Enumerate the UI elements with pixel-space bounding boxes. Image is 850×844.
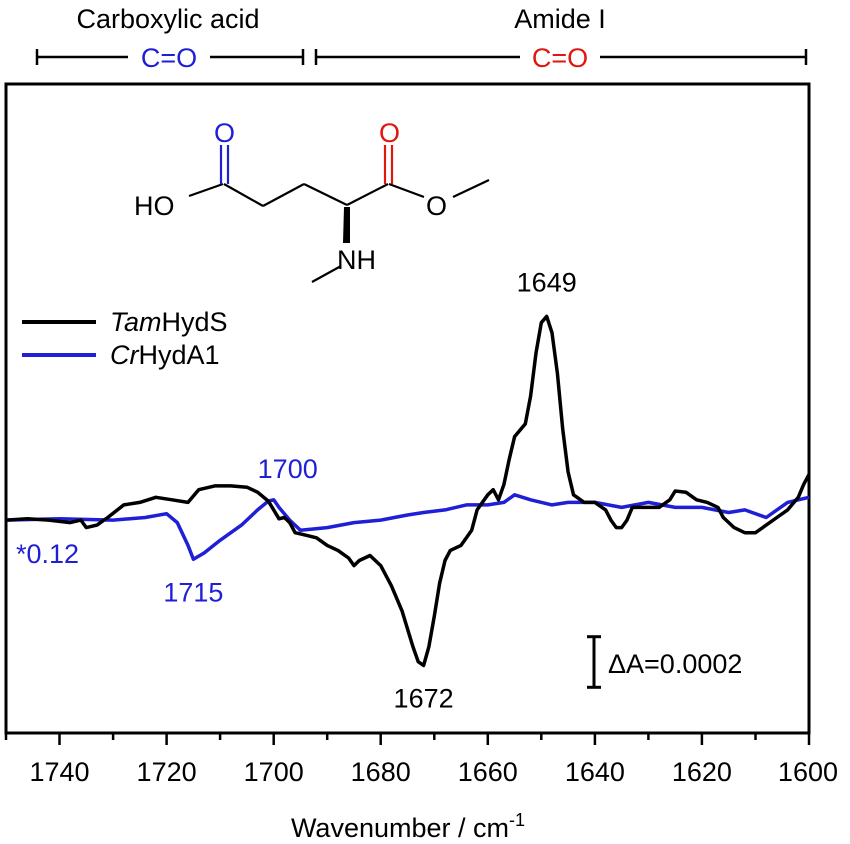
molecule-ester-carbonyl-o-label: O <box>379 118 400 148</box>
x-tick-label-1720: 1720 <box>137 757 197 787</box>
legend-label-crhyda1: CrHydA1 <box>110 340 220 370</box>
peak-label-1672: 1672 <box>394 684 454 714</box>
scale-bar-label: ΔA=0.0002 <box>608 649 742 679</box>
series-layer <box>5 314 811 668</box>
region-amide-i-group: C=O <box>532 43 588 73</box>
x-tick-label-1600: 1600 <box>778 757 838 787</box>
region-amide-i-title: Amide I <box>514 4 606 34</box>
x-axis: 1740 1720 1700 1680 1660 1640 1620 1600 <box>4 733 838 787</box>
bond-nh-me <box>311 265 342 283</box>
bond-c3-c4 <box>303 183 348 206</box>
legend-label-tamhyds-rest: HydS <box>162 307 228 337</box>
peak-label-1649: 1649 <box>517 267 577 297</box>
region-carboxylic-acid: Carboxylic acid C=O <box>35 4 305 73</box>
legend-label-tamhyds-italic: Tam <box>110 307 162 337</box>
peak-label-1700: 1700 <box>258 454 318 484</box>
x-tick-label-1640: 1640 <box>565 757 625 787</box>
x-axis-title: Wavenumber / cm-1 <box>291 810 525 843</box>
x-tick-label-1740: 1740 <box>29 757 89 787</box>
bond-o-me <box>452 179 490 198</box>
bond-c4-c5 <box>346 183 389 206</box>
legend-label-crhyda1-rest: HydA1 <box>139 340 220 370</box>
legend: TamHydS CrHydA1 <box>22 307 228 370</box>
x-tick-label-1620: 1620 <box>672 757 732 787</box>
molecule-structure <box>188 145 490 283</box>
scale-bar: ΔA=0.0002 <box>587 635 742 689</box>
molecule-nh-label: NH <box>337 245 376 275</box>
plot-frame <box>4 82 811 735</box>
scale-factor-label: *0.12 <box>16 539 79 569</box>
bond-c5-o <box>388 182 425 199</box>
bond-ho-c1 <box>188 182 224 198</box>
molecule-ester-o-label: O <box>426 191 447 221</box>
peak-label-1715: 1715 <box>163 577 223 607</box>
x-tick-label-1700: 1700 <box>244 757 304 787</box>
molecule-ho-label: HO <box>134 191 175 221</box>
bond-c1-c2 <box>223 183 264 207</box>
x-axis-title-superscript: -1 <box>509 810 525 830</box>
x-tick-label-1680: 1680 <box>351 757 411 787</box>
bond-c2-c3 <box>262 183 305 207</box>
x-tick-label-1660: 1660 <box>458 757 518 787</box>
peak-labels: 1649 1672 1700 1715 <box>163 267 576 713</box>
wedge-bond <box>343 207 350 243</box>
legend-label-crhyda1-italic: Cr <box>110 340 139 370</box>
region-amide-i: Amide I C=O <box>314 4 808 73</box>
region-carboxylic-acid-title: Carboxylic acid <box>76 4 259 34</box>
legend-label-tamhyds: TamHydS <box>110 307 228 337</box>
region-carboxylic-acid-group: C=O <box>141 43 197 73</box>
x-axis-title-main: Wavenumber / cm <box>291 813 509 843</box>
molecule-acid-o-label: O <box>214 118 235 148</box>
series-line-tamhyds <box>5 314 811 668</box>
